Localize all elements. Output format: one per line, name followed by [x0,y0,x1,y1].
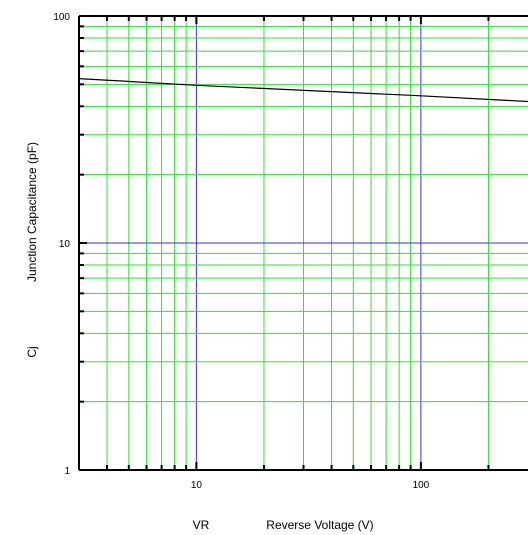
y-tick-label: 100 [53,12,70,23]
grid-layer [79,16,528,470]
series-layer [78,77,528,103]
tick-labels: 10 100 1 10 100 [53,12,429,491]
y-tick-label: 1 [64,466,70,477]
y-axis-label: Junction Capacitance (pF) [25,142,39,282]
x-axis-label: Reverse Voltage (V) [266,518,373,532]
capacitance-curve [78,77,528,103]
x-axis-symbol: VR [193,518,210,532]
y-axis-symbol: Cj [25,346,39,357]
x-tick-label: 100 [413,480,430,491]
x-tick-label: 10 [191,480,203,491]
y-tick-label: 10 [59,239,71,250]
plot-frame [78,15,528,471]
